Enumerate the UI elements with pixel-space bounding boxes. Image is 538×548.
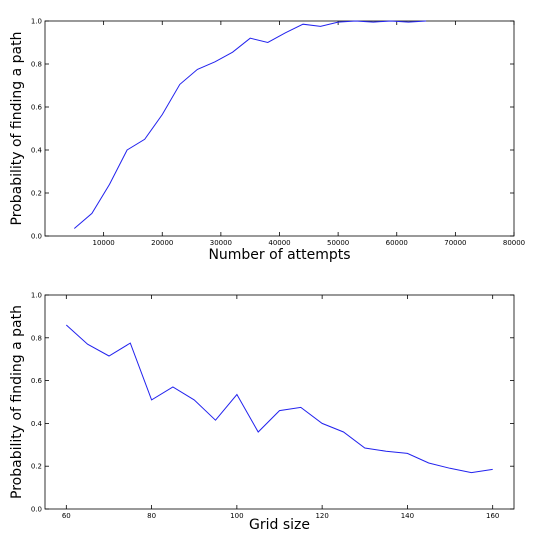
y-tick-label: 0.2: [31, 463, 42, 471]
series-line: [73, 20, 427, 229]
y-tick-label: 0.0: [31, 506, 42, 514]
x-tick-label: 50000: [327, 239, 349, 247]
y-axis-label: Probability of finding a path: [9, 305, 25, 499]
x-tick-label: 100: [230, 512, 243, 520]
x-tick-label: 10000: [92, 239, 114, 247]
x-tick-label: 30000: [210, 239, 232, 247]
y-tick-label: 0.2: [31, 190, 42, 198]
y-tick-label: 0.0: [31, 233, 42, 241]
plot-frame: [44, 20, 515, 237]
y-tick-label: 0.8: [31, 334, 42, 342]
x-tick-label: 70000: [444, 239, 466, 247]
x-tick-label: 40000: [268, 239, 290, 247]
series-line: [65, 324, 493, 474]
chart-panel-2: 60 80 100 120 140 160 0.0 0.2 0.4 0.6 0.8 1.0 Grid s…: [9, 292, 515, 533]
y-axis-label: Probability of finding a path: [9, 32, 25, 226]
y-tick-label: 0.6: [31, 377, 43, 385]
y-tick-label: 0.4: [31, 147, 43, 155]
chart-panel-1: 10000 20000 30000 40000 50000 60000 70000 80000…: [9, 18, 525, 264]
x-tick-label: 80: [147, 512, 156, 520]
y-tick-label: 0.4: [31, 420, 43, 428]
x-tick-label: 120: [315, 512, 328, 520]
x-tick-label: 80000: [503, 239, 525, 247]
plot-frame: [44, 294, 515, 510]
y-tick-label: 1.0: [31, 18, 42, 26]
x-tick-label: 140: [401, 512, 414, 520]
x-tick-label: 20000: [151, 239, 173, 247]
x-axis-label: Number of attempts: [208, 247, 350, 263]
y-tick-label: 0.8: [31, 61, 42, 69]
y-tick-label: 0.6: [31, 104, 43, 112]
x-axis-label: Grid size: [249, 517, 310, 533]
y-tick-label: 1.0: [31, 292, 42, 300]
x-tick-label: 160: [486, 512, 499, 520]
x-tick-label: 60: [62, 512, 71, 520]
x-tick-label: 60000: [386, 239, 408, 247]
